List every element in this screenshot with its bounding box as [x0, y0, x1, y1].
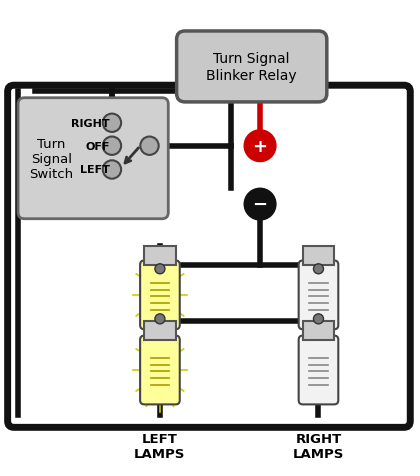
FancyBboxPatch shape	[140, 261, 180, 329]
Text: LEFT
LAMPS: LEFT LAMPS	[134, 432, 186, 459]
Bar	[144, 321, 176, 340]
Bar	[303, 246, 334, 265]
Circle shape	[244, 189, 276, 220]
Bar	[144, 246, 176, 265]
FancyBboxPatch shape	[299, 261, 338, 329]
Circle shape	[103, 137, 121, 156]
Circle shape	[103, 161, 121, 179]
Circle shape	[244, 130, 276, 162]
Text: RIGHT: RIGHT	[71, 119, 110, 129]
Circle shape	[155, 314, 165, 324]
Circle shape	[313, 264, 323, 274]
FancyBboxPatch shape	[18, 99, 168, 219]
FancyBboxPatch shape	[299, 336, 338, 405]
Bar	[303, 321, 334, 340]
Text: RIGHT
LAMPS: RIGHT LAMPS	[293, 432, 344, 459]
FancyBboxPatch shape	[140, 336, 180, 405]
Text: +: +	[252, 138, 268, 155]
Text: OFF: OFF	[86, 141, 110, 151]
Text: LEFT: LEFT	[80, 165, 110, 175]
Circle shape	[103, 114, 121, 133]
Text: Turn Signal
Blinker Relay: Turn Signal Blinker Relay	[206, 52, 297, 82]
Text: Turn
Signal
Switch: Turn Signal Switch	[29, 138, 74, 180]
FancyBboxPatch shape	[8, 86, 410, 427]
Circle shape	[155, 264, 165, 274]
Circle shape	[313, 314, 323, 324]
FancyBboxPatch shape	[177, 32, 327, 103]
Circle shape	[140, 137, 159, 156]
Text: −: −	[252, 196, 268, 214]
